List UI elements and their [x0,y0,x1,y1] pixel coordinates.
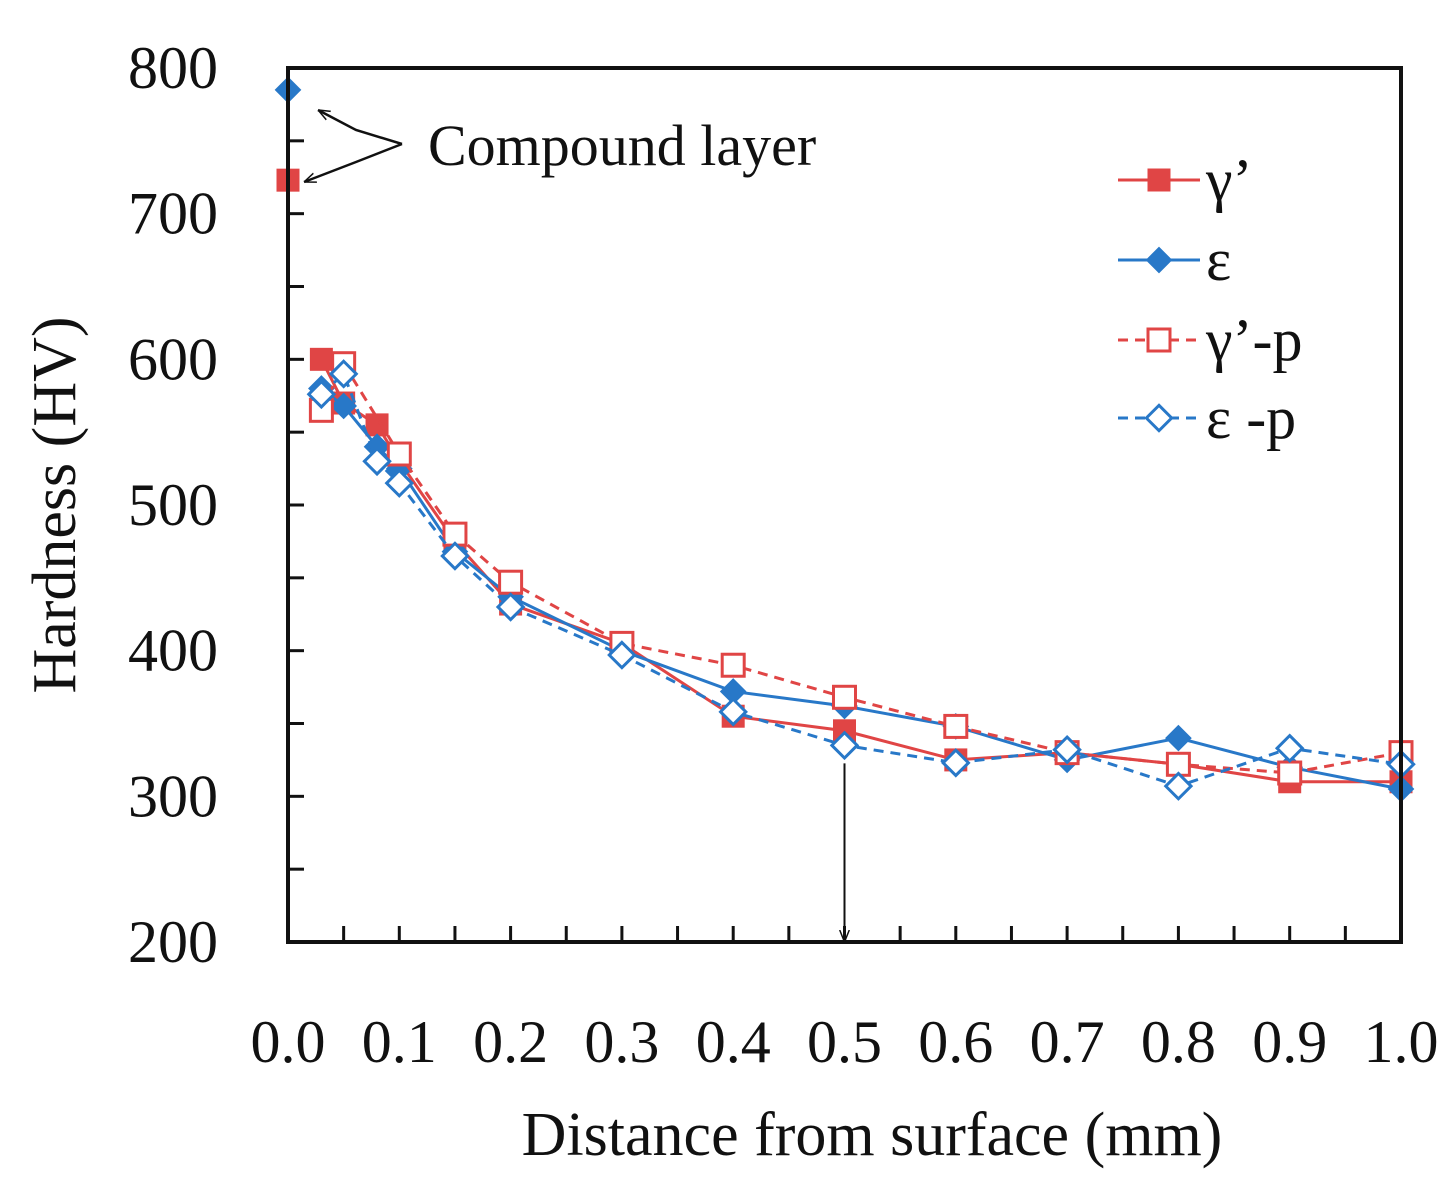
series-layer [274,76,1416,803]
series-4-point [384,468,415,498]
series-3-point [1277,760,1303,786]
y-axis-title: Hardness (HV) [21,316,89,693]
series-4-point [941,748,971,778]
y-tick-label: 700 [128,181,218,247]
compound-layer-arrow-upper [318,108,403,146]
tick-layer [286,66,1403,944]
x-axis-title: Distance from surface (mm) [522,1101,1223,1169]
legend-label: ε -p [1206,385,1296,451]
legend-marker [1144,403,1174,433]
legend-item-1: γ’ [1118,147,1253,213]
series-3-point [943,713,969,739]
series-4-point [829,730,860,761]
series-4-point [440,541,470,571]
legend-item-3: γ’-p [1118,307,1302,373]
series-4-point [1052,734,1082,765]
legend-marker [1146,327,1172,353]
series-3-point [720,652,746,678]
legend-label: ε [1206,227,1231,293]
legend-item-4: ε -p [1118,385,1296,451]
y-tick-label: 200 [128,909,218,975]
compound-layer-arrow-lower [304,142,403,184]
y-tick-label: 800 [128,35,218,101]
series-3-point [832,684,857,710]
x-tick-label: 0.7 [1030,1009,1105,1075]
series-1-point [309,347,333,371]
x-tick-label: 0.1 [362,1009,437,1075]
x-tick-label: 0.5 [807,1009,882,1075]
legend-label: γ’ [1205,147,1253,213]
series-4-point [306,379,337,410]
legend-item-2: ε [1118,227,1231,293]
x-tick-label: 0.3 [584,1009,659,1075]
series-4-point [1274,733,1305,764]
x-tick-label: 0.9 [1252,1009,1327,1075]
series-4-point [718,697,748,727]
x-tick-label: 0.2 [473,1009,548,1075]
series-2-point [330,392,358,420]
legend-label: γ’-p [1205,307,1302,373]
series-4-point [1163,771,1194,801]
x-tick-label: 0.0 [251,1009,326,1075]
series-4-point [495,592,526,622]
y-tick-label: 500 [128,472,218,538]
series-4-point [607,640,637,670]
x-tick-label: 0.6 [918,1009,993,1075]
series-4-point [362,446,392,477]
series-4-point [328,359,359,389]
series-3-point [498,569,524,595]
compound-layer-label: Compound layer [428,113,816,178]
series-3-point [386,441,412,467]
series-1-point [365,413,389,437]
x-tick-label: 0.4 [696,1009,771,1075]
x-tick-label: 1.0 [1364,1009,1439,1075]
series-4 [306,359,1416,801]
tick-label-layer: 0.0 0.1 0.2 0.3 0.4 0.5 0.6 0.7 0.8 0.9 1.0 200 300 4… [128,35,1439,1075]
legend-marker [1147,168,1171,192]
series-2-point [1165,724,1192,752]
legend-marker [1145,246,1173,274]
legend: γ’ ε γ’-p ε -p [1118,147,1302,451]
compound-layer-annotation: Compound layer [304,108,816,184]
x-tick-label: 0.8 [1141,1009,1216,1075]
y-tick-label: 400 [128,618,218,684]
y-tick-label: 300 [128,763,218,829]
y-tick-label: 600 [128,326,218,392]
